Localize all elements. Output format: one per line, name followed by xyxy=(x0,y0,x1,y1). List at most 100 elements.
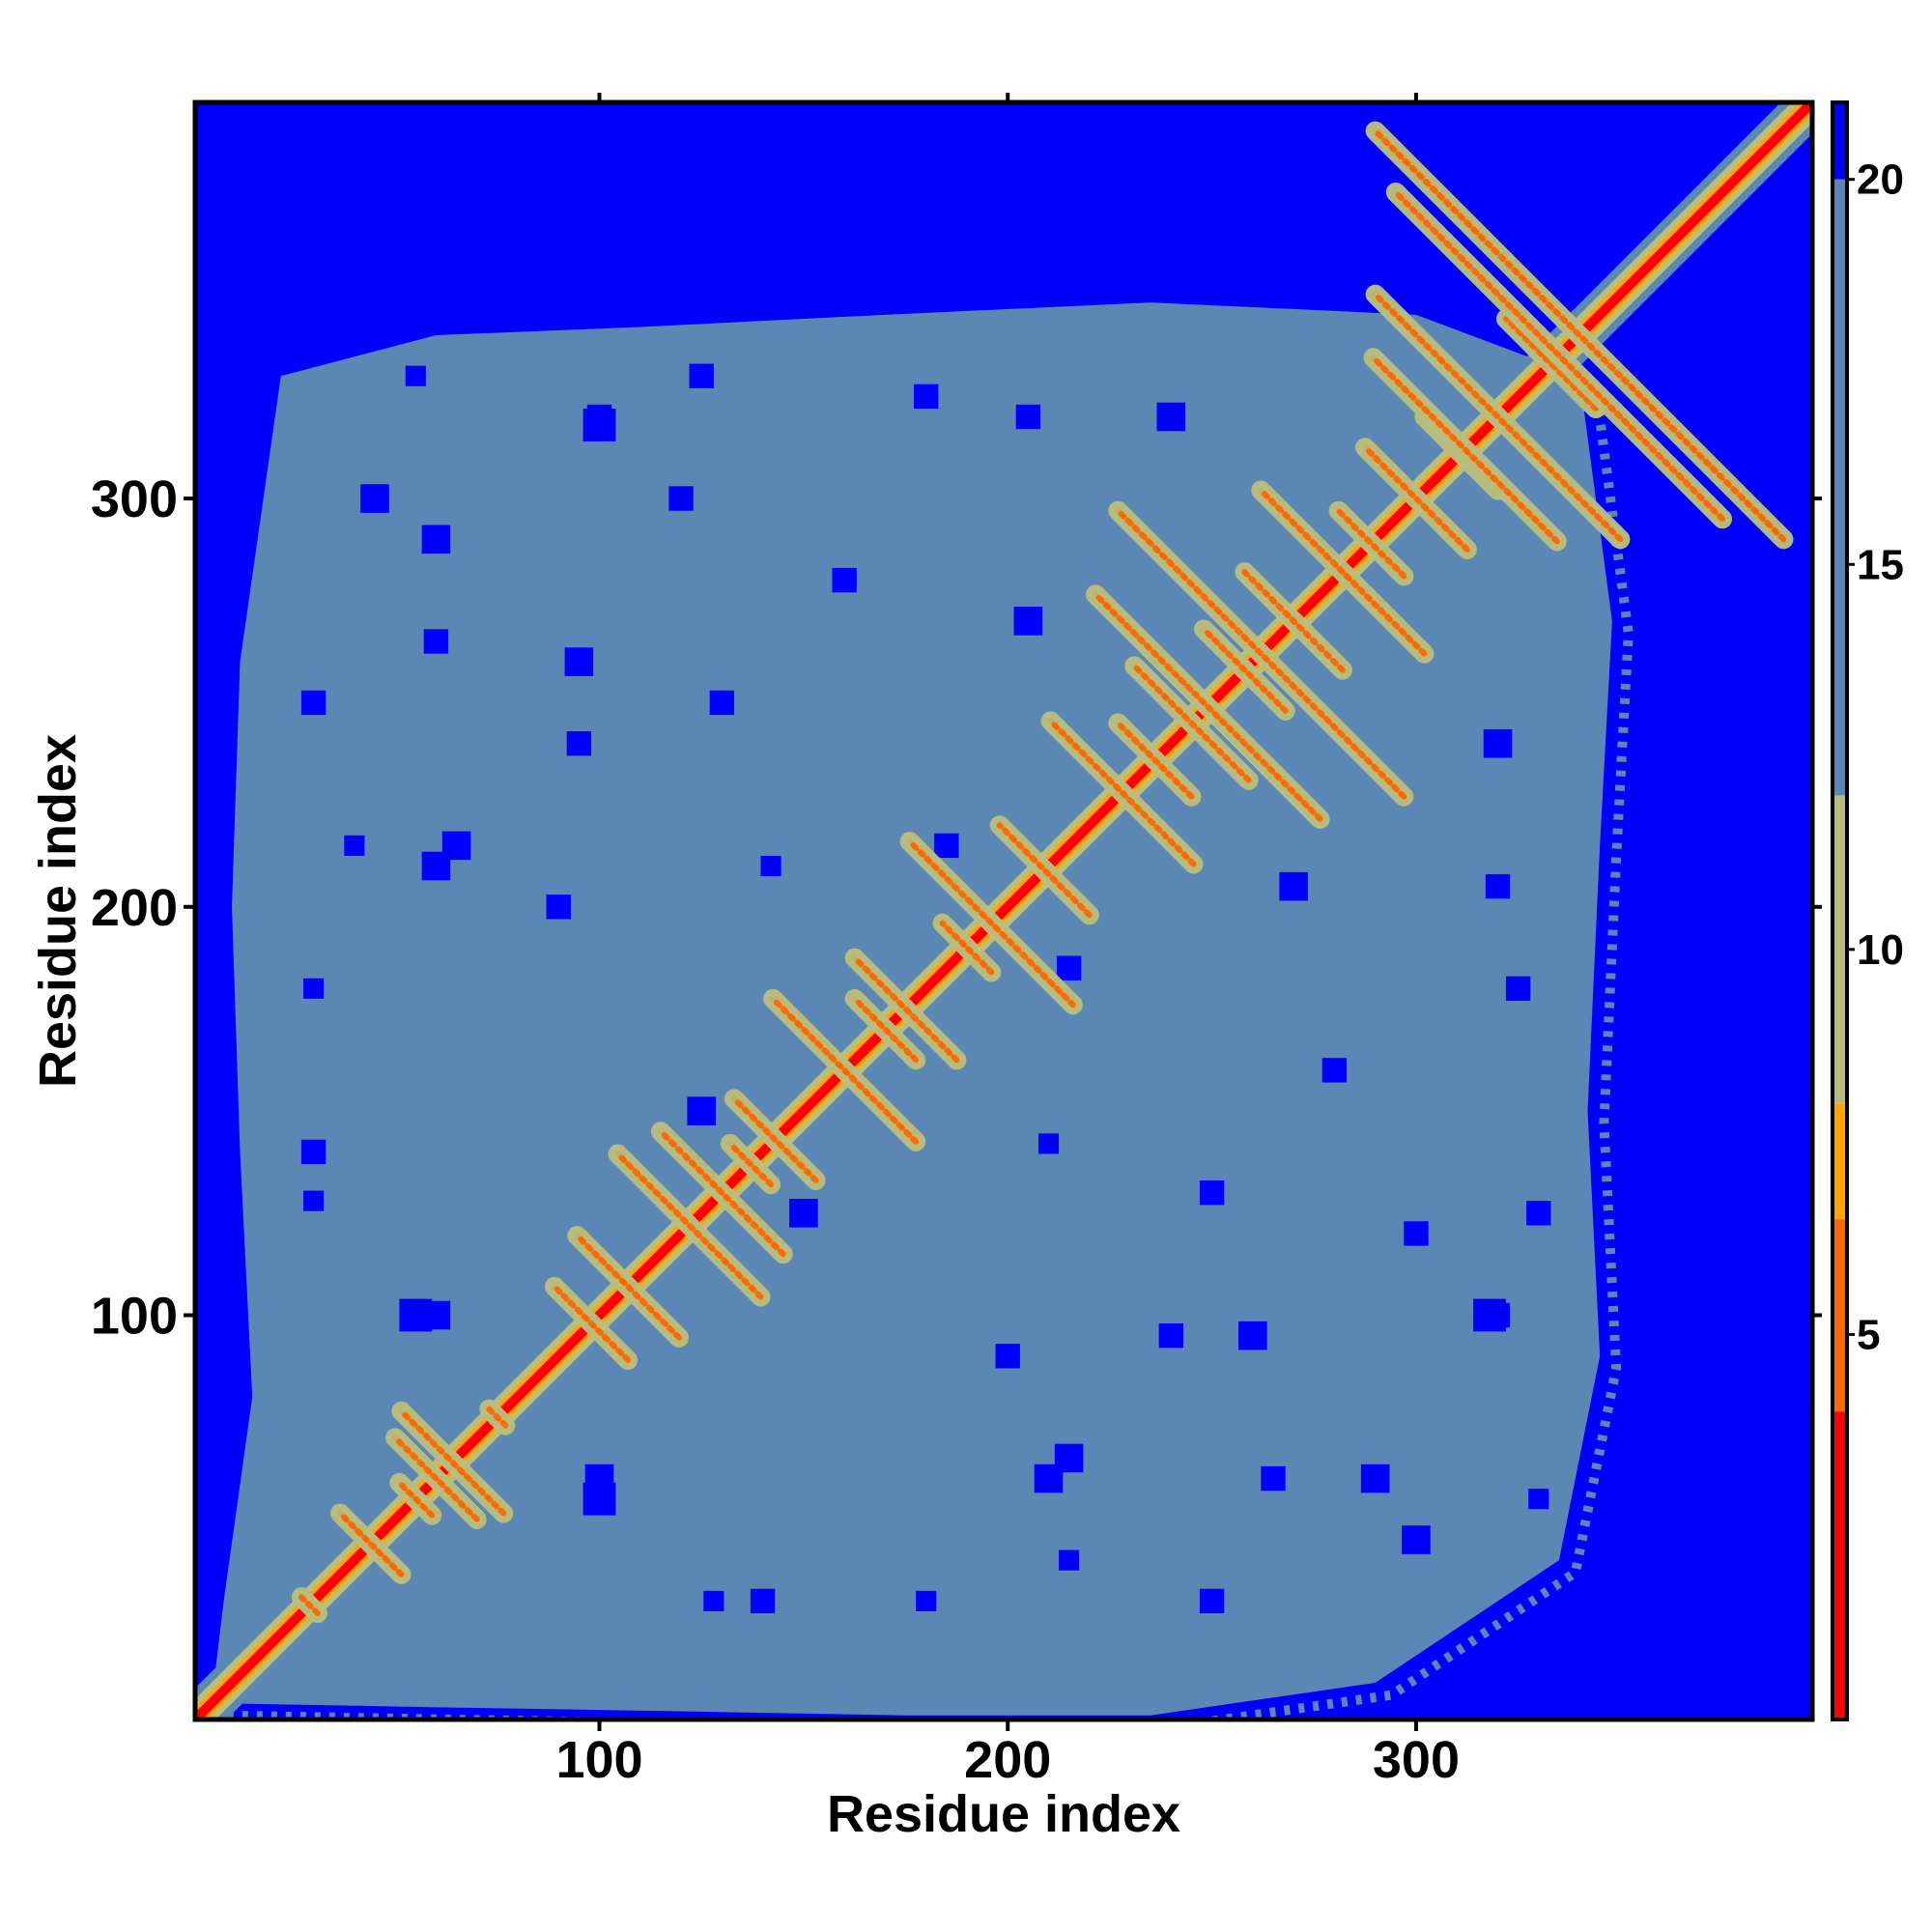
heatmap-empty-patch xyxy=(1360,1463,1390,1493)
heatmap-empty-patch xyxy=(668,486,694,511)
heatmap-contact xyxy=(1362,444,1470,553)
heatmap-empty-patch xyxy=(1485,873,1511,899)
heatmap-contact xyxy=(731,1095,819,1183)
heatmap-empty-patch xyxy=(566,731,592,756)
plot-area xyxy=(192,99,1815,1722)
x-tick-label: 200 xyxy=(964,1731,1051,1789)
heatmap-empty-patch xyxy=(564,647,594,676)
colorbar-band xyxy=(1833,1218,1847,1412)
heatmap-empty-patch xyxy=(421,525,451,554)
y-axis: 100 200 300 xyxy=(91,470,1822,1346)
heatmap-contact xyxy=(996,822,1093,919)
heatmap-contact xyxy=(1502,316,1599,412)
colorbar-band xyxy=(1833,1411,1847,1719)
heatmap-empty-patch xyxy=(703,1590,724,1611)
x-tick-label: 100 xyxy=(555,1731,642,1789)
heatmap-empty-patch xyxy=(934,833,959,859)
y-tick-label: 100 xyxy=(91,1288,178,1346)
heatmap-contact xyxy=(770,995,920,1145)
heatmap-contact xyxy=(574,1233,682,1341)
x-tick-label: 300 xyxy=(1373,1731,1460,1789)
heatmap-empty-patch xyxy=(399,1298,433,1332)
heatmap-empty-patch xyxy=(1238,1321,1267,1350)
heatmap-empty-patch xyxy=(1059,1549,1080,1571)
colorbar-band xyxy=(1833,179,1847,796)
heatmap-contact xyxy=(1201,626,1289,714)
heatmap-contact xyxy=(939,920,995,976)
colorbar-frame xyxy=(1831,100,1849,1721)
heatmap-contact xyxy=(1115,507,1407,800)
heatmap-empty-patch xyxy=(1037,1133,1060,1154)
heatmap-contact xyxy=(906,838,1076,1009)
heatmap-contact xyxy=(1335,507,1407,580)
y-axis-title: Residue index xyxy=(29,734,87,1088)
heatmap-contact xyxy=(851,995,920,1064)
heatmap-empty-patch xyxy=(1056,955,1082,980)
heatmap-contact xyxy=(1093,591,1323,822)
heatmap-contact xyxy=(1370,355,1560,545)
heatmap-empty-patch xyxy=(423,629,449,654)
heatmap-contact xyxy=(1372,291,1624,543)
heatmap-empty-patch xyxy=(405,365,426,386)
heatmap-empty-patch xyxy=(582,1482,616,1516)
heatmap-contact xyxy=(396,1479,436,1519)
colorbar-tick-label: 15 xyxy=(1857,541,1904,588)
heatmap-empty-patch xyxy=(421,851,451,881)
colorbar: 5 10 15 20 xyxy=(1831,100,1904,1721)
heatmap-empty-patch xyxy=(760,855,781,877)
heatmap-empty-patch xyxy=(360,484,389,513)
colorbar-band xyxy=(1833,1103,1847,1219)
heatmap-contact xyxy=(1392,189,1725,523)
heatmap-empty-patch xyxy=(995,1344,1020,1369)
heatmap-empty-patch xyxy=(1015,404,1041,430)
heatmap-contact xyxy=(726,1140,775,1188)
heatmap-empty-patch xyxy=(300,1139,327,1165)
heatmap-contact xyxy=(1241,569,1346,673)
heatmap-empty-patch xyxy=(1156,402,1186,432)
heatmap-contact xyxy=(337,1510,405,1577)
heatmap-contact xyxy=(1131,663,1252,783)
heatmap-empty-patch xyxy=(344,835,365,856)
heatmap-empty-patch xyxy=(789,1199,818,1228)
colorbar-tick-label: 5 xyxy=(1857,1311,1880,1358)
heatmap-empty-patch xyxy=(300,690,327,716)
heatmap-empty-patch xyxy=(832,567,857,593)
heatmap-empty-patch xyxy=(1526,1201,1551,1226)
heatmap-contact xyxy=(486,1406,509,1429)
heatmap-contact xyxy=(657,1128,786,1258)
colorbar-tick-label: 20 xyxy=(1857,156,1904,204)
heatmap-contact xyxy=(1047,718,1197,867)
heatmap-contact xyxy=(1115,720,1195,800)
plot-frame xyxy=(192,99,1815,1722)
heatmap-cells xyxy=(195,102,1812,1719)
heatmap-empty-patch xyxy=(546,895,571,920)
heatmap-contact xyxy=(552,1283,632,1363)
heatmap-contact xyxy=(298,1594,321,1617)
heatmap-contact xyxy=(1258,487,1428,657)
colorbar-band xyxy=(1833,795,1847,1104)
colorbar-bands xyxy=(1833,102,1847,1719)
heatmap-empty-patch xyxy=(303,978,325,999)
heatmap-empty-patch xyxy=(1505,976,1531,1001)
heatmap-empty-patch xyxy=(914,384,939,410)
heatmap-empty-patch xyxy=(1404,1221,1429,1246)
heatmap-contact xyxy=(392,1435,480,1522)
heatmap-contact xyxy=(1372,128,1787,543)
heatmap-empty-patch xyxy=(1034,1463,1064,1493)
heatmap-empty-patch xyxy=(1483,728,1513,758)
heatmap-empty-patch xyxy=(1485,1302,1511,1328)
heatmap-empty-patch xyxy=(1158,1322,1183,1349)
heatmap-empty-patch xyxy=(1279,871,1308,901)
heatmap-empty-patch xyxy=(1528,1489,1549,1510)
heatmap-contact xyxy=(851,954,960,1064)
colorbar-tick-label: 10 xyxy=(1857,926,1904,974)
heatmap-empty-patch xyxy=(1261,1465,1286,1492)
heatmap-empty-patch xyxy=(586,404,612,430)
heatmap-empty-patch xyxy=(709,690,734,716)
heatmap-empty-patch xyxy=(750,1588,776,1614)
heatmap-empty-patch xyxy=(916,1590,937,1611)
colorbar-ticks: 5 10 15 20 xyxy=(1847,156,1904,1358)
y-tick-label: 200 xyxy=(91,879,178,937)
x-axis: 100 200 300 xyxy=(555,93,1460,1789)
